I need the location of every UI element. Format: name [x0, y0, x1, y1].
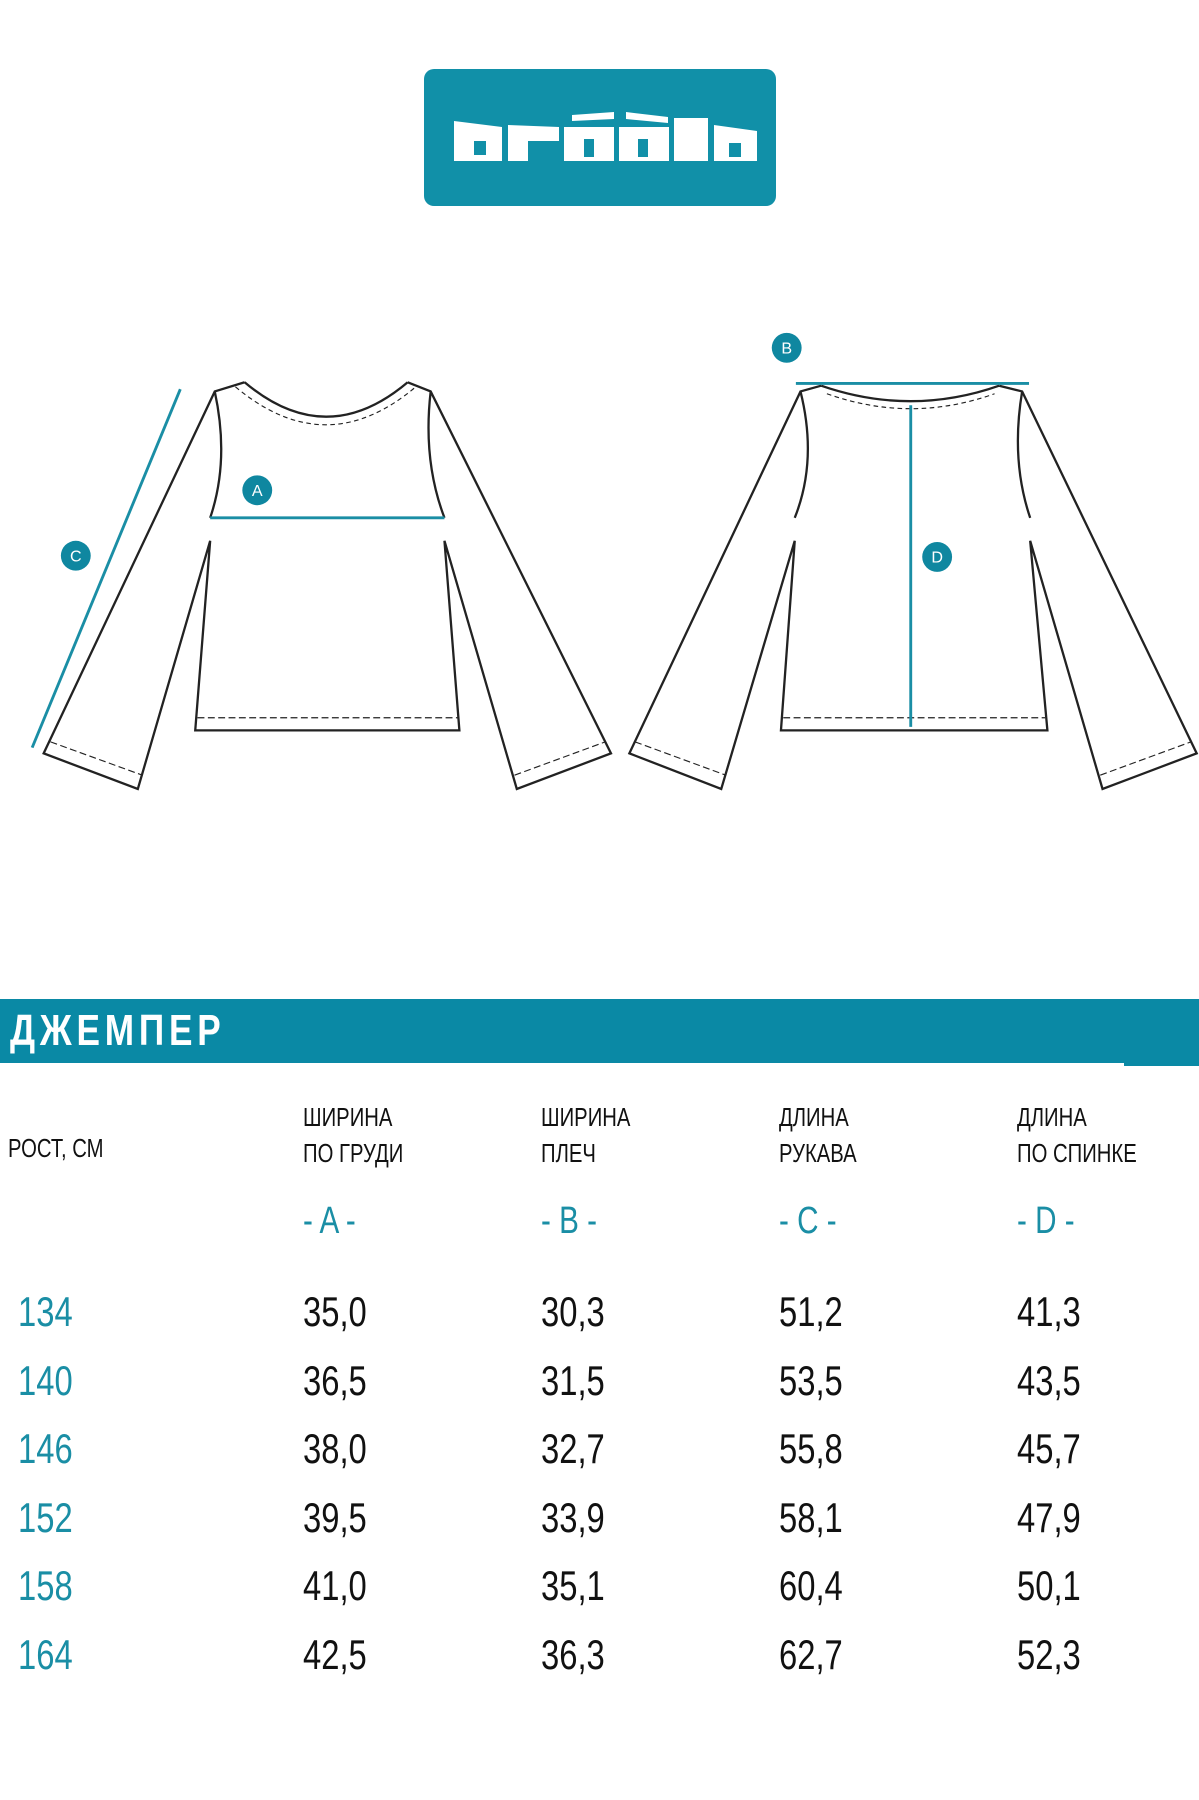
column-header-d-line2: ПО СПИНКЕ — [1017, 1138, 1137, 1168]
measurement-cell: 52,3 — [1017, 1631, 1081, 1678]
column-header-b-line1: ШИРИНА — [541, 1102, 631, 1132]
measurement-cell: 45,7 — [1017, 1425, 1081, 1472]
measurement-cell: 30,3 — [541, 1288, 605, 1335]
column-header-b-line2: ПЛЕЧ — [541, 1138, 596, 1168]
height-cell: 134 — [18, 1288, 73, 1335]
section-title: ДЖЕМПЕР — [10, 1006, 226, 1055]
column-header-c-line2: РУКАВА — [779, 1138, 857, 1168]
marker-d — [922, 541, 953, 572]
marker-c — [60, 540, 91, 571]
measurement-cell: 35,0 — [303, 1288, 367, 1335]
measurement-cell: 31,5 — [541, 1357, 605, 1404]
marker-d-label: D — [931, 549, 943, 567]
measurement-cell: 43,5 — [1017, 1357, 1081, 1404]
column-letter-a: - A - — [303, 1200, 356, 1242]
measurement-cell: 58,1 — [779, 1494, 843, 1541]
marker-a — [242, 475, 273, 506]
measurement-cell: 32,7 — [541, 1425, 605, 1472]
measurement-cell: 35,1 — [541, 1562, 605, 1609]
column-header-c-line1: ДЛИНА — [779, 1102, 849, 1132]
back-view — [627, 384, 1199, 791]
measurement-cell: 41,3 — [1017, 1288, 1081, 1335]
front-view — [42, 381, 613, 791]
measurement-cell: 50,1 — [1017, 1562, 1081, 1609]
header-bar-accent — [1124, 1060, 1199, 1066]
measurement-cell: 60,4 — [779, 1562, 843, 1609]
garment-measurement-diagram: A B C D — [30, 332, 1199, 791]
column-header-height: РОСТ, СМ — [8, 1133, 104, 1163]
measurement-cell: 47,9 — [1017, 1494, 1081, 1541]
measurement-cell: 62,7 — [779, 1631, 843, 1678]
measurement-cell: 53,5 — [779, 1357, 843, 1404]
measurement-cell: 55,8 — [779, 1425, 843, 1472]
column-header-d-line1: ДЛИНА — [1017, 1102, 1087, 1132]
column-letter-c: - C - — [779, 1200, 837, 1242]
measurement-cell: 33,9 — [541, 1494, 605, 1541]
marker-b-label: B — [781, 340, 792, 358]
height-cell: 152 — [18, 1494, 73, 1541]
height-cell: 164 — [18, 1631, 73, 1678]
measurement-cell: 39,5 — [303, 1494, 367, 1541]
measurement-cell: 41,0 — [303, 1562, 367, 1609]
marker-a-label: A — [252, 482, 263, 500]
section-header-bar — [0, 999, 1199, 1063]
acoola-logo — [424, 69, 776, 206]
measurement-cell: 51,2 — [779, 1288, 843, 1335]
measurement-cell: 42,5 — [303, 1631, 367, 1678]
measurement-cell: 36,5 — [303, 1357, 367, 1404]
measure-c-arrow — [30, 388, 182, 749]
logo-wordmark — [454, 112, 757, 161]
column-letter-d: - D - — [1017, 1200, 1075, 1242]
column-header-a-line1: ШИРИНА — [303, 1102, 393, 1132]
marker-c-label: C — [70, 547, 82, 565]
measurement-cell: 38,0 — [303, 1425, 367, 1472]
height-cell: 158 — [18, 1562, 73, 1609]
height-cell: 146 — [18, 1425, 73, 1472]
column-letter-b: - B - — [541, 1200, 597, 1242]
column-header-a-line2: ПО ГРУДИ — [303, 1138, 404, 1168]
measurement-cell: 36,3 — [541, 1631, 605, 1678]
marker-b — [771, 332, 802, 363]
height-cell: 140 — [18, 1357, 73, 1404]
